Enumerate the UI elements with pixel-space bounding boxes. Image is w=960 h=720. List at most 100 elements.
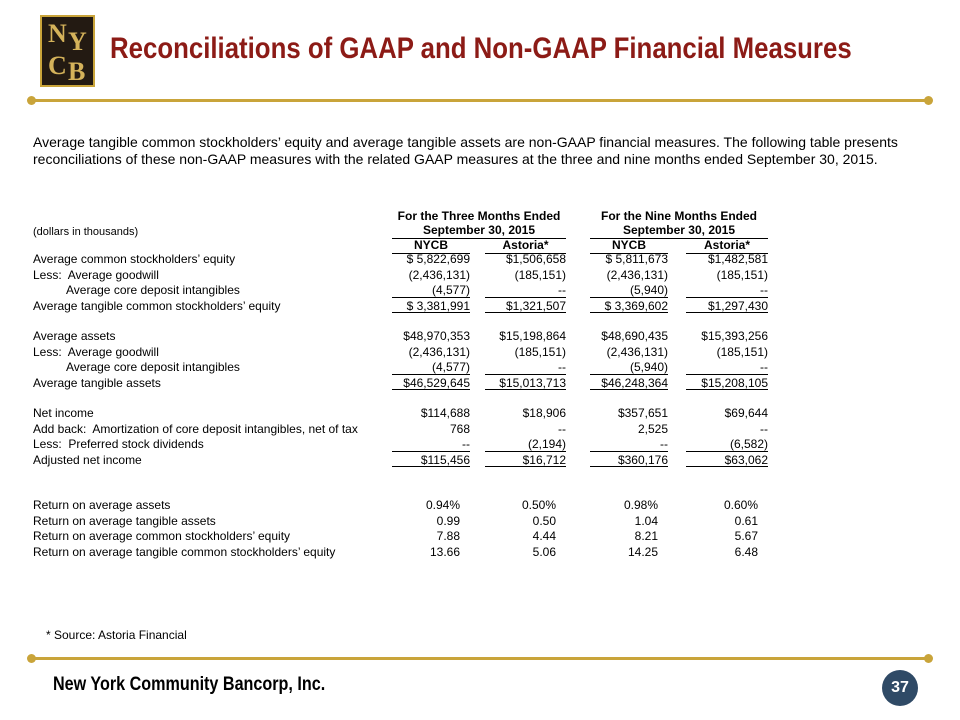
table-row: Average core deposit intangibles (4,577) -…	[0, 283, 960, 299]
group-header: For the Three Months Ended	[397, 209, 561, 223]
cell: $46,248,364	[590, 376, 668, 390]
table-row: Average tangible common stockholders’ eq…	[0, 299, 960, 315]
cell: 0.50	[532, 513, 556, 528]
cell: 13.66	[429, 544, 460, 559]
row-label: Average common stockholders’ equity	[33, 252, 236, 266]
cell: --	[686, 360, 768, 375]
divider	[32, 99, 928, 102]
row-label: Return on average assets	[33, 498, 171, 512]
row-label: Return on average tangible common stockh…	[33, 544, 336, 559]
cell: --	[686, 283, 768, 298]
cell: --	[485, 360, 566, 375]
row-label: Average tangible common stockholders’ eq…	[33, 298, 281, 313]
column-header: NYCB	[392, 238, 470, 254]
cell: $15,393,256	[701, 329, 768, 343]
cell: $115,456	[392, 453, 470, 467]
cell: $114,688	[420, 406, 470, 420]
row-label: Average core deposit intangibles	[66, 283, 240, 297]
table-row: Return on average tangible common stockh…	[0, 545, 960, 561]
cell: 1.04	[634, 513, 658, 528]
table-row: Average tangible assets $46,529,645 $15,01…	[0, 376, 960, 392]
table-section: Average assets $48,970,353 $15,198,864 $48,…	[0, 329, 960, 391]
divider-dot	[27, 654, 36, 663]
divider-dot	[27, 96, 36, 105]
cell: 0.50%	[521, 498, 556, 512]
cell: $357,651	[617, 406, 668, 420]
cell: 0.60%	[723, 498, 758, 512]
logo-letter: N	[48, 19, 67, 48]
cell: 768	[449, 421, 470, 436]
row-label: Less: Preferred stock dividends	[33, 437, 204, 451]
table-row: Net income $114,688 $18,906 $357,651 $69,644	[0, 406, 960, 422]
intro-text: Average tangible common stockholders’ eq…	[33, 134, 898, 167]
cell: $46,529,645	[392, 376, 470, 390]
cell: (6,582)	[686, 437, 768, 452]
group-header: For the Nine Months Ended	[601, 209, 757, 223]
cell: $ 3,369,602	[590, 299, 668, 313]
logo-letter: B	[68, 57, 86, 86]
cell: 4.44	[532, 529, 556, 543]
cell: 0.98%	[623, 498, 658, 512]
table-section: Net income $114,688 $18,906 $357,651 $69,644…	[0, 406, 960, 468]
cell: (185,151)	[716, 344, 768, 359]
row-label: Return on average tangible assets	[33, 513, 216, 528]
divider	[32, 657, 928, 660]
logo-letter: C	[48, 51, 67, 80]
cell: $15,013,713	[485, 376, 566, 390]
cell: (2,436,131)	[606, 344, 668, 359]
cell: 8.21	[634, 529, 658, 543]
page-number: 37	[882, 670, 918, 706]
cell: (2,436,131)	[408, 344, 470, 359]
cell: $1,321,507	[485, 299, 566, 313]
cell: (5,940)	[590, 360, 668, 375]
cell: $48,690,435	[601, 329, 668, 343]
group-header: September 30, 2015	[590, 223, 768, 239]
cell: (185,151)	[716, 267, 768, 282]
cell: $63,062	[686, 453, 768, 467]
row-label: Net income	[33, 406, 94, 420]
table-row: Return on average assets 0.94% 0.50% 0.98% 0…	[0, 498, 960, 514]
table-row: Adjusted net income $115,456 $16,712 $360,1…	[0, 453, 960, 469]
cell: 0.99	[436, 513, 460, 528]
cell: --	[485, 283, 566, 298]
row-label: Less: Average goodwill	[33, 344, 159, 359]
cell: --	[760, 421, 768, 436]
unit-note: (dollars in thousands)	[33, 226, 139, 238]
row-label: Return on average common stockholders’ e…	[33, 529, 291, 543]
table-row: Return on average common stockholders’ e…	[0, 529, 960, 545]
cell: (4,577)	[392, 360, 470, 375]
cell: $360,176	[590, 453, 668, 467]
logo-letter: Y	[68, 27, 87, 56]
table-row: Less: Preferred stock dividends -- (2,194)…	[0, 437, 960, 453]
cell: --	[590, 437, 668, 452]
cell: $16,712	[485, 453, 566, 467]
cell: 0.94%	[425, 498, 460, 512]
cell: 6.48	[734, 544, 758, 559]
table-section: Return on average assets 0.94% 0.50% 0.98% 0…	[0, 498, 960, 560]
row-label: Less: Average goodwill	[33, 267, 159, 282]
row-label: Add back: Amortization of core deposit i…	[33, 421, 358, 436]
cell: $69,644	[724, 406, 768, 420]
cell: (2,436,131)	[408, 267, 470, 282]
cell: --	[392, 437, 470, 452]
table-row: Average core deposit intangibles (4,577) -…	[0, 360, 960, 376]
column-header: Astoria*	[485, 238, 566, 254]
cell: $15,198,864	[499, 329, 566, 343]
cell: --	[558, 421, 566, 436]
table-row: Return on average tangible assets 0.99 0.5…	[0, 514, 960, 530]
cell: $15,208,105	[686, 376, 768, 390]
table-row: Average assets $48,970,353 $15,198,864 $48,…	[0, 329, 960, 345]
cell: $1,297,430	[686, 299, 768, 313]
cell: 5.67	[734, 529, 758, 543]
cell: 5.06	[532, 544, 556, 559]
table-row: Add back: Amortization of core deposit i…	[0, 422, 960, 438]
table-row: Average common stockholders’ equity $ 5,8…	[0, 252, 960, 268]
cell: (5,940)	[590, 283, 668, 298]
cell: (4,577)	[392, 283, 470, 298]
table-section: Average common stockholders’ equity $ 5,8…	[0, 252, 960, 314]
divider-dot	[924, 654, 933, 663]
cell: (2,194)	[485, 437, 566, 452]
table-row: Less: Average goodwill (2,436,131) (185,15…	[0, 345, 960, 361]
row-label: Average assets	[33, 329, 116, 343]
